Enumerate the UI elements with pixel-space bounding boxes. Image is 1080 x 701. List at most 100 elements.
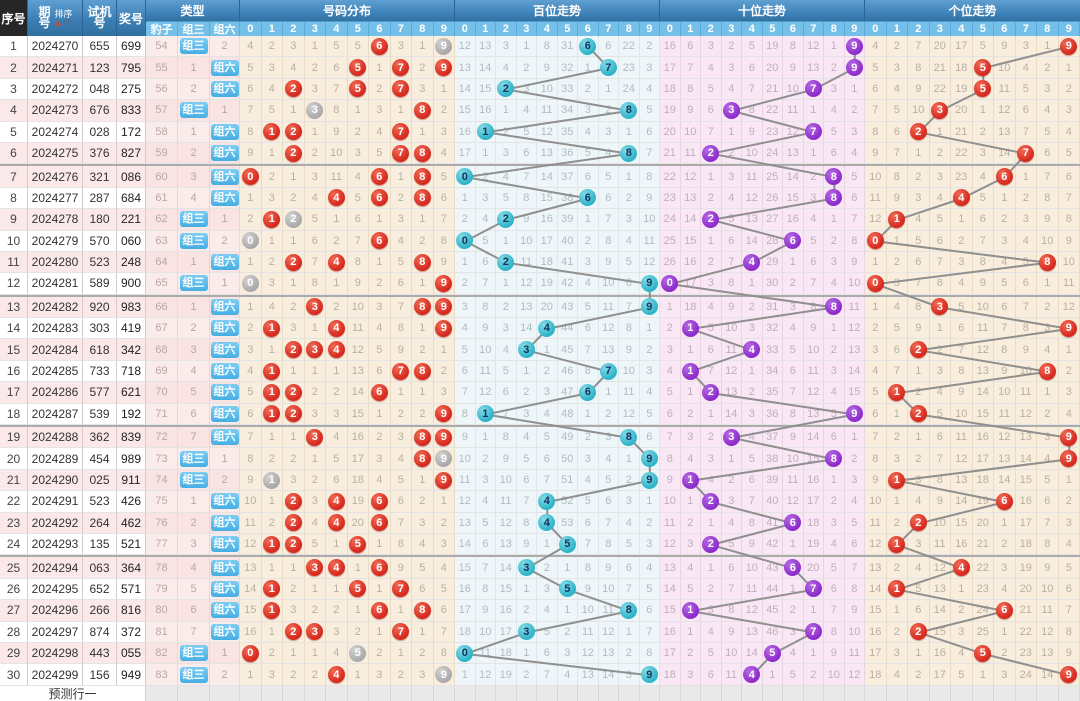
bai-cell-4: 3 [537,578,558,601]
drawn-digit-circle: 6 [995,492,1013,510]
shi-cell-5: 39 [762,469,783,492]
ge-cell-1: 7 [886,360,908,383]
drawn-digit-circle: 6 [579,189,597,207]
drawn-digit-circle: 6 [370,232,388,250]
dist-cell-1: 2 [261,448,283,470]
row-test: 589 [83,273,117,295]
prediction-empty-cell[interactable] [598,686,619,701]
prediction-empty-cell[interactable] [557,686,578,701]
bai-cell-7: 3 [598,121,619,143]
prediction-empty-cell[interactable] [619,686,640,701]
dist-cell-5: 11 [347,318,369,340]
prediction-empty-cell[interactable] [639,686,660,701]
prediction-empty-cell[interactable] [701,686,722,701]
prediction-empty-cell[interactable] [742,686,763,701]
prediction-empty-cell[interactable] [240,686,262,701]
dist-cell-0: 3 [240,339,262,361]
zusan-cell: 2 [178,78,210,101]
prediction-empty-cell[interactable] [972,686,994,701]
ge-cell-7: 13 [1015,427,1037,449]
bai-cell-9: 7 [639,621,660,643]
row-seq: 12 [0,273,28,295]
table-row: 29 2024298 443 055 82 组三 1 0 2 1 1 4 5 2 1 2 8 0 11 18 1 6 3 12… [0,642,1080,665]
prediction-empty-cell[interactable] [824,686,845,701]
shi-cell-4: 8 [742,512,763,534]
prediction-empty-cell[interactable] [951,686,973,701]
prediction-empty-cell[interactable] [994,686,1016,701]
shi-cell-6: 10 [783,78,804,101]
prediction-empty-cell[interactable] [347,686,369,701]
bai-cell-3: 3 [516,621,537,643]
prediction-empty-cell[interactable] [516,686,537,701]
dist-cell-8: 8 [412,448,434,470]
row-period: 2024284 [28,339,83,361]
dist-cell-0: 1 [240,296,262,319]
prediction-empty-cell[interactable] [475,686,496,701]
prediction-empty-cell[interactable] [326,686,348,701]
prediction-empty-cell[interactable] [865,686,887,701]
prediction-empty-cell[interactable] [455,686,476,701]
prediction-empty-cell[interactable] [433,686,455,701]
zuliu-cell: 组六 [210,57,240,79]
prediction-empty-cell[interactable] [496,686,517,701]
bai-cell-5: 48 [557,403,578,426]
row-period: 2024272 [28,78,83,101]
prediction-empty-cell[interactable] [762,686,783,701]
drawn-digit-circle: 1 [476,405,494,423]
prediction-empty-cell[interactable] [886,686,908,701]
ge-cell-7: 2 [1015,187,1037,210]
bai-cell-4: 14 [537,166,558,188]
prediction-empty-cell[interactable] [680,686,701,701]
prediction-empty-cell[interactable] [908,686,930,701]
prediction-empty-cell[interactable] [369,686,391,701]
prediction-empty-cell[interactable] [1058,686,1080,701]
shi-cell-7: 2 [803,166,824,188]
dist-cell-2: 2 [283,339,305,361]
prediction-empty-cell[interactable] [178,686,210,701]
bai-cell-3: 12 [516,273,537,295]
shi-cell-1: 4 [680,557,701,579]
drawn-digit-circle: 3 [306,341,324,359]
prediction-empty-cell[interactable] [390,686,412,701]
prediction-empty-cell[interactable] [1037,686,1059,701]
shi-cell-7: 11 [803,360,824,383]
baozi-miss-cell: 78 [146,557,178,579]
prediction-empty-cell[interactable] [803,686,824,701]
prediction-empty-cell[interactable] [283,686,305,701]
drawn-digit-circle: 0 [456,644,474,662]
prediction-empty-cell[interactable] [412,686,434,701]
dist-cell-5: 10 [347,296,369,319]
shi-cell-0: 10 [660,491,681,513]
prediction-empty-cell[interactable] [660,686,681,701]
bai-cell-3: 2 [516,600,537,622]
sort-asc-icon[interactable] [54,20,63,26]
prediction-empty-cell[interactable] [1015,686,1037,701]
baozi-miss-cell: 60 [146,166,178,188]
baozi-miss-cell: 54 [146,36,178,58]
dist-cell-3: 1 [304,318,326,340]
drawn-digit-circle: 1 [263,210,281,228]
prediction-empty-cell[interactable] [721,686,742,701]
bai-cell-2: 3 [496,142,517,165]
table-row: 11 2024280 523 248 64 1 组六 1 2 2 7 4 8 1 5 8 9 1 6 2 11 18 41 3… [0,251,1080,274]
prediction-row-label[interactable]: 预测行一 [0,686,146,701]
bai-cell-4: 20 [537,296,558,319]
sort-control[interactable]: 排序 [54,10,73,26]
shi-cell-4: 5 [742,448,763,470]
prediction-empty-cell[interactable] [210,686,240,701]
prediction-empty-cell[interactable] [783,686,804,701]
prediction-empty-cell[interactable] [304,686,326,701]
prediction-empty-cell[interactable] [578,686,599,701]
prediction-empty-cell[interactable] [844,686,865,701]
shi-cell-9: 6 [844,187,865,210]
sort-desc-icon[interactable] [64,20,73,26]
prediction-empty-cell[interactable] [537,686,558,701]
bai-cell-8: 7 [619,296,640,319]
row-seq: 4 [0,100,28,122]
drawn-digit-circle: 5 [349,59,367,77]
prediction-empty-cell[interactable] [146,686,178,701]
prediction-empty-cell[interactable] [261,686,283,701]
prediction-empty-cell[interactable] [929,686,951,701]
table-row: 21 2024290 025 911 74 组三 2 9 1 3 2 6 18 4 5 1 9 11 3 10 6 7 51… [0,469,1080,492]
dist-cell-2: 2 [283,664,305,686]
